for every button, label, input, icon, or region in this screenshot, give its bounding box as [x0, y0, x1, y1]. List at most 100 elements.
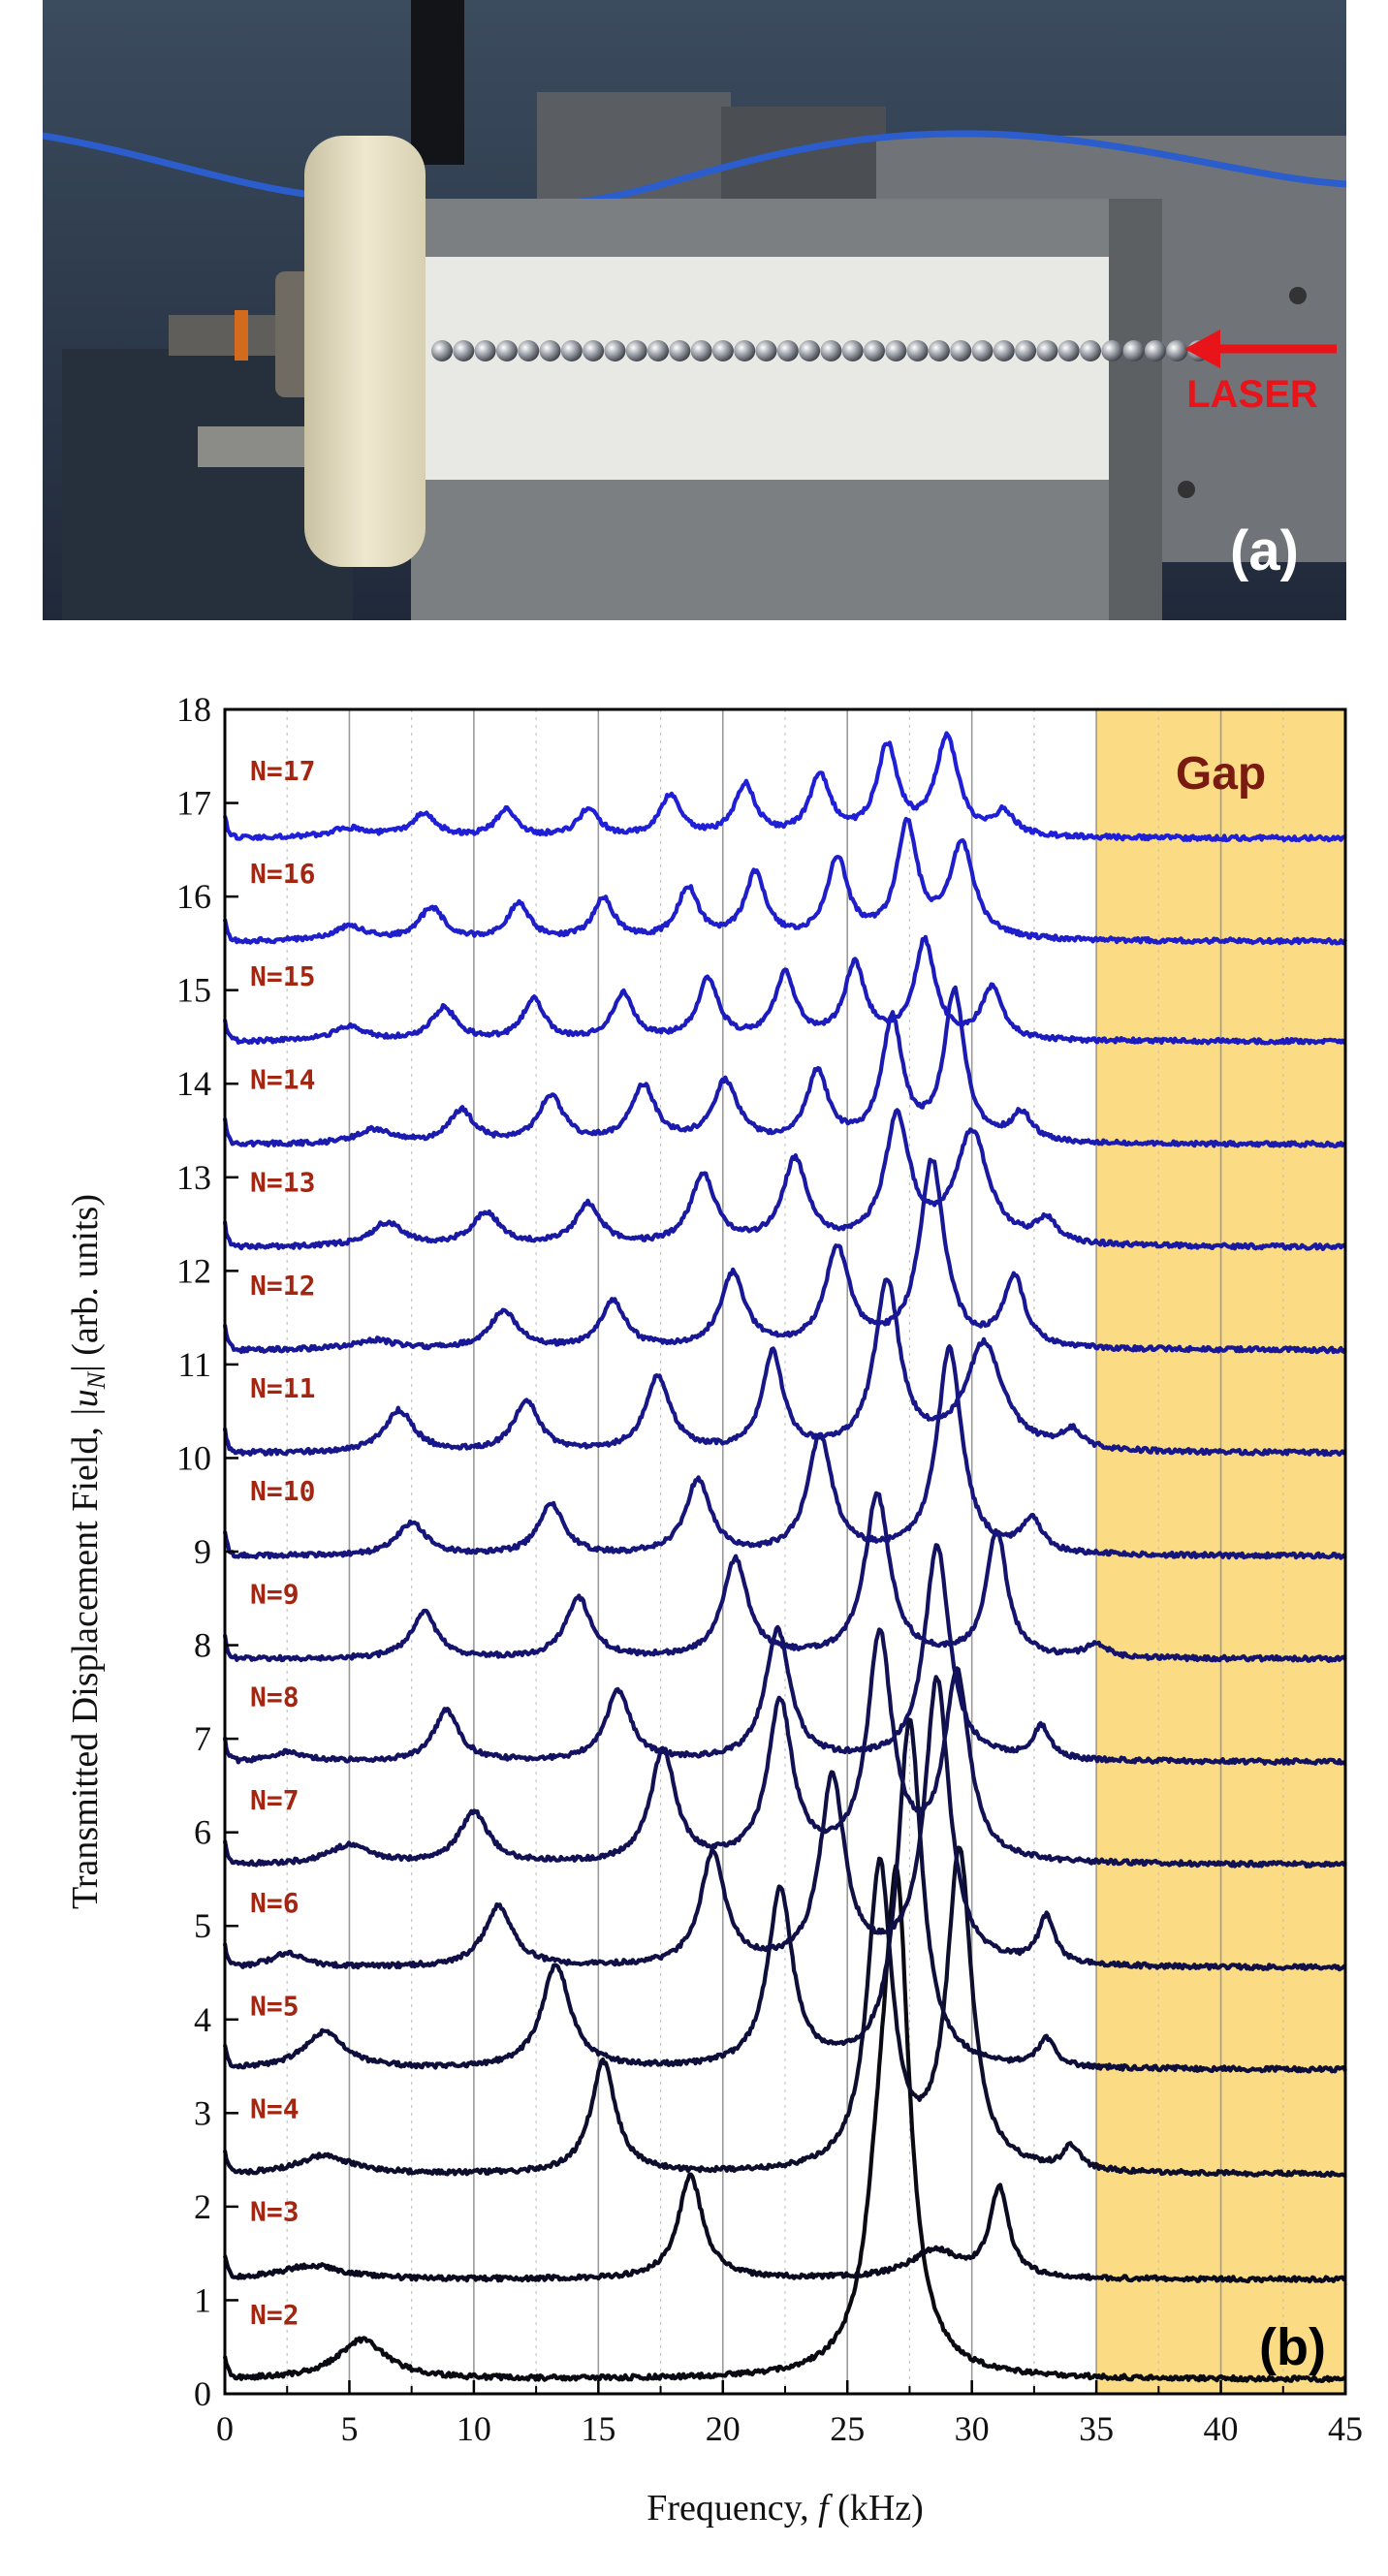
series-label: N=5: [250, 1990, 300, 2022]
y-tick-label: 2: [194, 2187, 211, 2226]
y-tick-label: 10: [176, 1438, 211, 1477]
series-line-n-15: [222, 934, 1347, 1046]
y-tick-label: 18: [176, 690, 211, 729]
sphere: [690, 340, 712, 361]
y-tick-label: 7: [194, 1719, 211, 1758]
y-tick-label: 6: [194, 1813, 211, 1852]
series-label: N=15: [250, 960, 315, 992]
sphere: [647, 340, 669, 361]
series-line-n-11: [222, 1277, 1347, 1458]
axis-ticks: 0 5 10 15 20 25 30 35 40 450123456789101112131415…: [176, 690, 1363, 2448]
panel-a-label: (a): [1230, 519, 1299, 582]
plate-screw: [1289, 287, 1307, 304]
sphere: [474, 340, 496, 361]
laser-arrow-head: [1184, 330, 1220, 368]
series-line-n-17: [222, 731, 1346, 843]
sphere: [755, 340, 777, 361]
y-tick-label: 5: [194, 1906, 211, 1945]
sphere: [841, 340, 864, 361]
series-line-n-5: [222, 1717, 1347, 2074]
sphere: [1166, 340, 1188, 361]
x-tick-label: 20: [706, 2409, 741, 2448]
x-tick-label: 0: [216, 2409, 234, 2448]
series-line-n-8: [222, 1543, 1347, 1766]
sphere: [539, 340, 561, 361]
series-label: N=12: [250, 1270, 315, 1302]
y-axis-title-abs: |u: [65, 1389, 106, 1417]
y-tick-label: 1: [194, 2280, 211, 2319]
y-tick-label: 16: [176, 877, 211, 916]
y-axis-title-sub: N: [82, 1370, 110, 1390]
laser-label: LASER: [1186, 373, 1318, 416]
series-label: N=11: [250, 1372, 315, 1404]
series-labels: N=2 N=3 N=4 N=5 N=6 N=7 N=8 N=9 N=10 N=11 N=12 N=13…: [250, 755, 315, 2331]
sphere: [583, 340, 605, 361]
series-label: N=8: [250, 1681, 300, 1713]
y-tick-label: 12: [176, 1251, 211, 1290]
sphere: [885, 340, 907, 361]
y-tick-label: 4: [194, 2000, 211, 2039]
holder-ring: [304, 136, 426, 567]
sphere: [993, 340, 1015, 361]
y-tick-label: 17: [176, 784, 211, 823]
sphere: [776, 340, 799, 361]
x-tick-label: 30: [955, 2409, 990, 2448]
series-label: N=13: [250, 1167, 315, 1199]
x-tick-label: 45: [1328, 2409, 1363, 2448]
y-tick-label: 15: [176, 971, 211, 1010]
sphere: [971, 340, 994, 361]
sphere: [1080, 340, 1101, 361]
series-label: N=3: [250, 2196, 300, 2228]
x-tick-label: 40: [1204, 2409, 1239, 2448]
y-axis-title-suffix: | (arb. units): [65, 1194, 106, 1372]
series-label: N=2: [250, 2299, 300, 2331]
y-axis-title-prefix: Transmitted Displacement Field,: [65, 1418, 106, 1909]
series-label: N=7: [250, 1784, 300, 1816]
grey-block-back: [537, 92, 731, 199]
sphere-chain: [431, 340, 1210, 361]
series-line-n-9: [222, 1491, 1347, 1663]
y-tick-label: 3: [194, 2093, 211, 2132]
sphere: [1144, 340, 1166, 361]
block-shadow-side: [1109, 199, 1162, 620]
sphere: [560, 340, 583, 361]
sphere: [928, 340, 950, 361]
y-tick-label: 13: [176, 1158, 211, 1197]
series-line-n-13: [222, 1108, 1347, 1251]
sphere: [906, 340, 929, 361]
stand-column: [411, 0, 464, 165]
vertical-grid: [286, 709, 1284, 2394]
sphere: [820, 340, 842, 361]
series-label: N=10: [250, 1475, 315, 1507]
sphere: [734, 340, 756, 361]
sphere: [864, 340, 885, 361]
sphere: [1122, 340, 1145, 361]
series-label: N=16: [250, 858, 315, 890]
y-tick-label: 11: [177, 1345, 211, 1384]
white-strip: [411, 257, 1162, 480]
series-line-n-4: [222, 1845, 1346, 2179]
series-line-n-14: [222, 985, 1347, 1148]
grey-block-back-2: [721, 107, 886, 204]
series-label: N=9: [250, 1578, 300, 1610]
sphere: [1101, 340, 1123, 361]
x-tick-label: 10: [457, 2409, 491, 2448]
y-tick-label: 14: [176, 1064, 211, 1103]
gap-label: Gap: [1176, 748, 1266, 800]
plate-screw: [1178, 481, 1195, 498]
series-label: N=6: [250, 1887, 300, 1919]
series-line-n-6: [222, 1675, 1347, 1972]
series-label: N=4: [250, 2093, 300, 2125]
transmission-chart: N=2 N=3 N=4 N=5 N=6 N=7 N=8 N=9 N=10 N=11 N=12 N=13…: [65, 690, 1363, 2529]
series-line-n-2: [222, 1864, 1346, 2383]
x-tick-label: 35: [1079, 2409, 1114, 2448]
sphere: [950, 340, 972, 361]
sphere: [431, 340, 453, 361]
y-tick-label: 8: [194, 1626, 211, 1665]
series-label: N=17: [250, 755, 315, 787]
x-tick-label: 15: [581, 2409, 615, 2448]
series-line-n-16: [222, 816, 1347, 946]
panel-b-label: (b): [1259, 2318, 1326, 2376]
series-line-n-3: [222, 2172, 1346, 2284]
x-tick-label: 5: [340, 2409, 358, 2448]
